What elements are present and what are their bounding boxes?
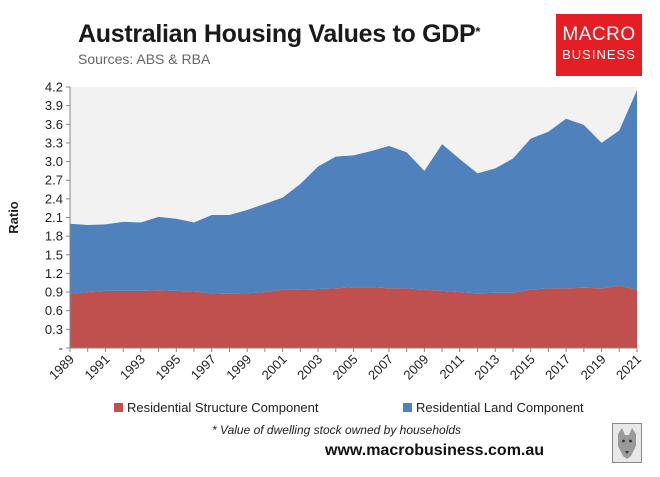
x-tick-label: 2003 [294, 352, 325, 383]
logo-line-2: BUSINESS [562, 47, 636, 62]
x-tick-label: 1991 [82, 352, 113, 383]
chart-title: Australian Housing Values to GDP* [78, 20, 481, 48]
legend-swatch-land [403, 403, 412, 412]
x-tick-label: 1993 [117, 352, 148, 383]
x-tick-label: 2015 [507, 352, 538, 383]
y-tick-label: 1.5 [45, 247, 63, 262]
y-tick-label: 2.1 [45, 210, 63, 225]
area-series-land [70, 90, 637, 294]
y-tick-label: 2.7 [45, 173, 63, 188]
legend-item-structure: Residential Structure Component [114, 400, 319, 415]
x-tick-label: 2005 [330, 352, 361, 383]
area-chart: - 0.3 0.6 0.9 1.2 1.5 1.8 2.1 2.4 2.7 3.0 3.3 3.6 3.9… [6, 80, 644, 383]
y-tick-label: 3.0 [45, 154, 63, 169]
y-tick-label: 4.2 [45, 80, 63, 95]
x-tick-label: 1999 [223, 352, 254, 383]
x-tick-label: 1995 [152, 352, 183, 383]
website-url[interactable]: www.macrobusiness.com.au [325, 442, 545, 459]
x-tick-label: 2011 [437, 352, 467, 382]
y-axis-label: Ratio [6, 201, 21, 234]
y-tick-label: 2.4 [45, 191, 63, 206]
legend-label-structure: Residential Structure Component [127, 400, 319, 415]
legend-swatch-structure [114, 403, 123, 412]
x-tick-label: 2013 [471, 352, 502, 383]
x-tick-label: 2017 [542, 352, 573, 383]
logo-line-1: MACRO [562, 24, 636, 45]
y-tick-label: - [59, 341, 63, 356]
title-asterisk: * [475, 24, 481, 39]
y-tick-label: 1.8 [45, 229, 63, 244]
chart-subtitle: Sources: ABS & RBA [78, 51, 211, 67]
macro-business-logo: MACRO BUSINESS [556, 14, 642, 76]
y-tick-label: 0.6 [45, 303, 63, 318]
x-tick-label: 1997 [188, 352, 219, 383]
footnote: * Value of dwelling stock owned by house… [212, 423, 462, 437]
y-tick-label: 0.3 [45, 322, 63, 337]
y-tick-label: 0.9 [45, 285, 63, 300]
x-tick-label: 2021 [613, 352, 644, 383]
wolf-logo-icon [612, 423, 642, 463]
x-tick-label: 1989 [46, 352, 77, 383]
x-tick-label: 2001 [259, 352, 290, 383]
y-tick-label: 3.9 [45, 98, 63, 113]
legend-label-land: Residential Land Component [416, 400, 584, 415]
area-series-structure [70, 285, 637, 348]
y-tick-label: 3.3 [45, 135, 63, 150]
x-tick-label: 2019 [578, 352, 609, 383]
x-tick-label: 2009 [400, 352, 431, 383]
y-tick-label: 1.2 [45, 266, 63, 281]
legend-item-land: Residential Land Component [403, 400, 584, 415]
x-tick-label: 2007 [365, 352, 396, 383]
y-tick-label: 3.6 [45, 117, 63, 132]
